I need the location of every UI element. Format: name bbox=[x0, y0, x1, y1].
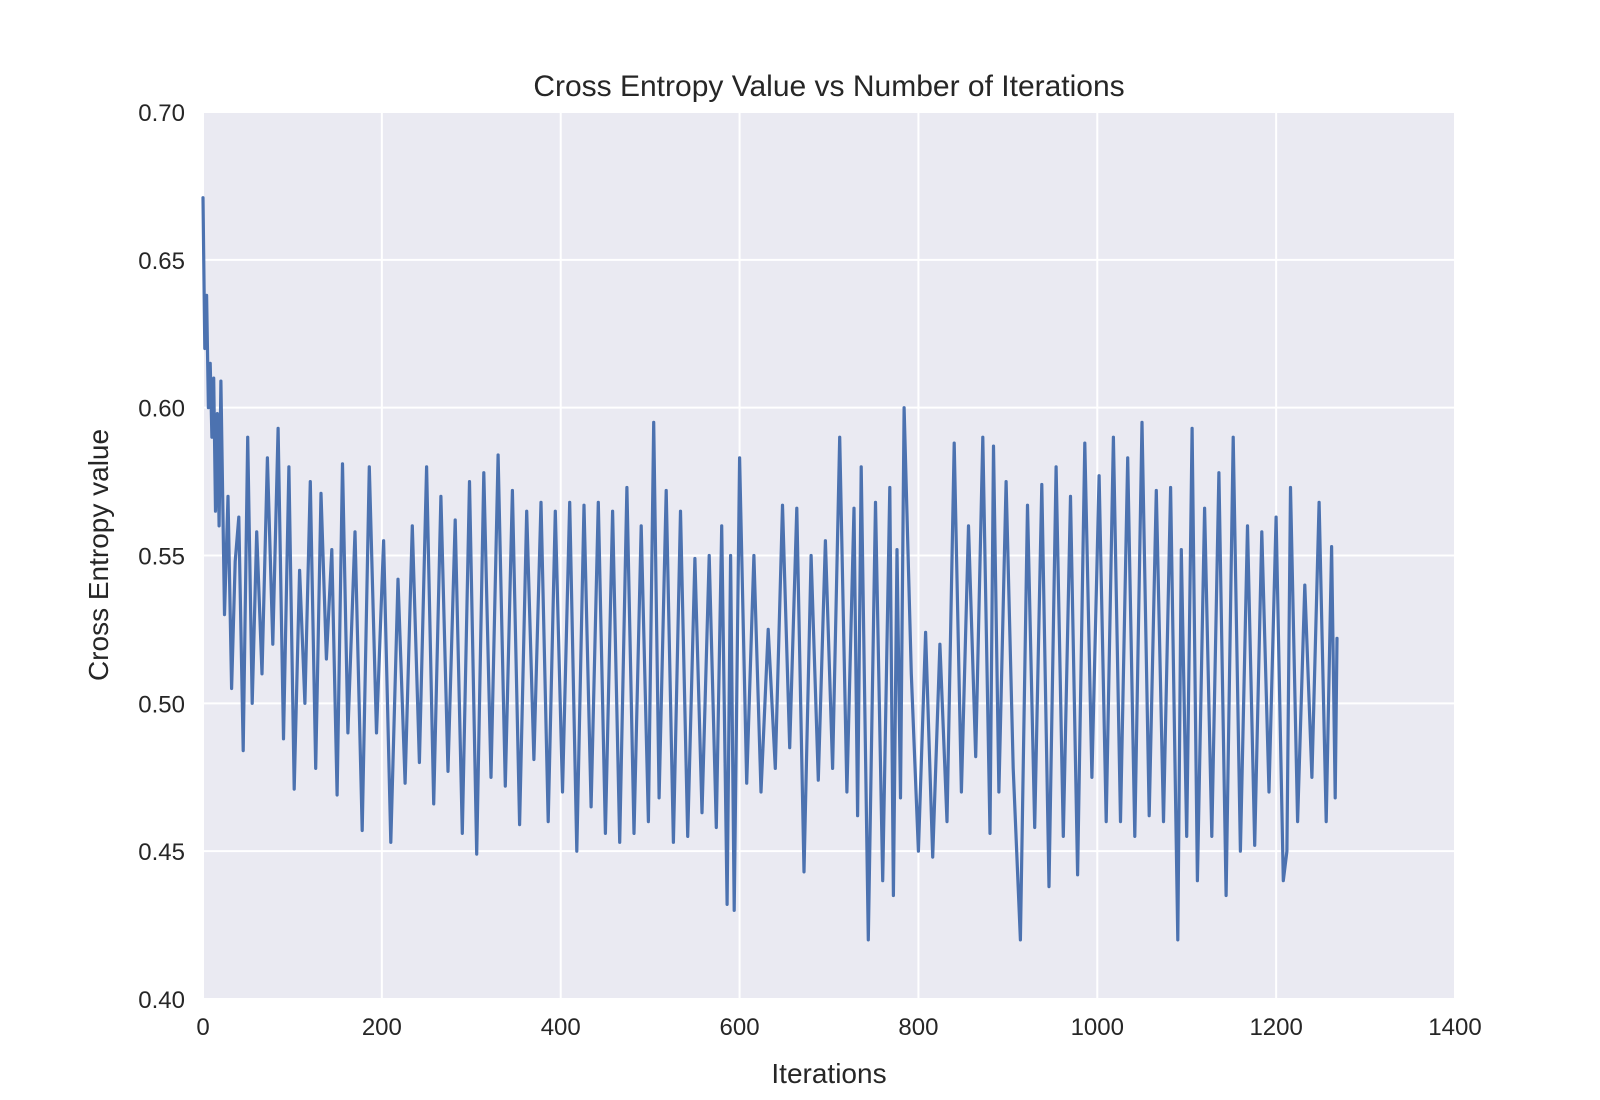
y-axis-label: Cross Entropy value bbox=[83, 429, 114, 681]
chart-title: Cross Entropy Value vs Number of Iterati… bbox=[533, 70, 1124, 103]
y-tick-label: 0.45 bbox=[138, 839, 185, 866]
x-axis-tick-labels: 0 200 400 600 800 1000 1200 1400 bbox=[196, 1014, 1481, 1041]
x-tick-label: 600 bbox=[720, 1014, 760, 1041]
y-axis-tick-labels: 0.40 0.45 0.50 0.55 0.60 0.65 0.70 bbox=[138, 100, 185, 1014]
x-tick-label: 400 bbox=[541, 1014, 581, 1041]
y-tick-label: 0.65 bbox=[138, 248, 185, 275]
cross-entropy-series-line bbox=[201, 196, 1339, 942]
x-tick-label: 0 bbox=[196, 1014, 209, 1041]
x-tick-label: 1200 bbox=[1249, 1014, 1302, 1041]
x-axis-label: Iterations bbox=[771, 1058, 886, 1089]
y-tick-label: 0.60 bbox=[138, 396, 185, 423]
x-tick-label: 1400 bbox=[1428, 1014, 1481, 1041]
y-tick-label: 0.40 bbox=[138, 987, 185, 1014]
x-tick-label: 800 bbox=[898, 1014, 938, 1041]
y-tick-label: 0.70 bbox=[138, 100, 185, 127]
y-tick-label: 0.50 bbox=[138, 691, 185, 718]
x-tick-label: 1000 bbox=[1071, 1014, 1124, 1041]
x-tick-label: 200 bbox=[362, 1014, 402, 1041]
y-tick-label: 0.55 bbox=[138, 544, 185, 571]
